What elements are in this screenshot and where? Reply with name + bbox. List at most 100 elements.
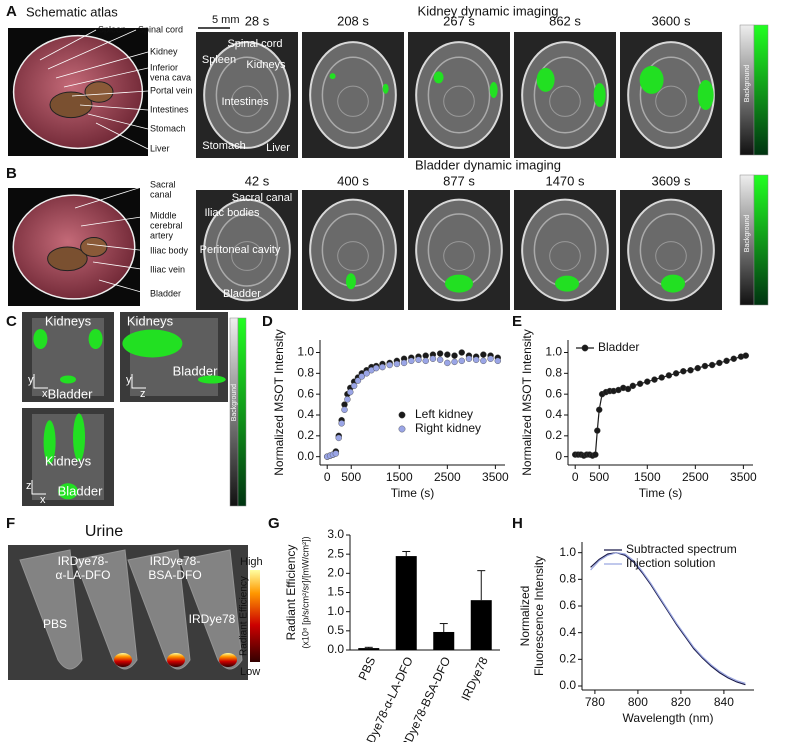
atlas-label: Liver (150, 143, 170, 153)
panel-label: F (6, 515, 15, 532)
data-point (408, 357, 415, 365)
heat-colorbar (250, 570, 260, 662)
data-point (596, 406, 603, 413)
leader-line (86, 243, 149, 252)
legend-label: Subtracted spectrum (626, 542, 737, 556)
axis-letter: x (40, 494, 46, 506)
legend-label: Bladder (598, 340, 639, 354)
y-tick-label: 1.0 (545, 345, 562, 359)
data-point (651, 376, 658, 383)
data-point (465, 355, 473, 362)
time-label: 28 s (245, 13, 270, 28)
tube-label: IRDye78- (58, 554, 109, 568)
image-label: Bladder (223, 288, 261, 300)
atlas-organ (84, 81, 114, 103)
colorbar-label: Background (744, 65, 751, 102)
x-axis-label: Wavelength (nm) (623, 711, 714, 725)
image-label: Sacral canal (232, 192, 293, 204)
leader-line (79, 104, 149, 111)
data-point (487, 355, 494, 362)
data-point (386, 361, 393, 369)
image-label: Iliac bodies (204, 207, 260, 219)
scale-title: Radiant Efficiency (239, 576, 250, 656)
data-point (472, 356, 480, 363)
data-point (687, 367, 694, 374)
axis-letter: z (140, 388, 146, 400)
data-point (680, 368, 687, 375)
scale-high: High (240, 556, 263, 568)
time-label: 267 s (443, 13, 475, 28)
panel-label: D (262, 313, 273, 330)
data-point (672, 370, 680, 377)
tube (179, 549, 243, 670)
bar (395, 556, 417, 650)
atlas-label: Kidney (150, 46, 178, 56)
leader-line (92, 261, 149, 271)
atlas-label: Middle (150, 210, 177, 220)
tube-label: α-LA-DFO (56, 568, 111, 582)
atlas-label: Intestines (150, 104, 189, 114)
atlas-label: Iliac body (150, 245, 189, 255)
x-tick-label: 780 (585, 695, 605, 709)
signal-blob (697, 80, 714, 110)
image-label: Spleen (202, 54, 236, 66)
msot-texture (427, 56, 491, 134)
signal-blob (661, 274, 686, 293)
data-point (594, 427, 601, 434)
series-line (575, 355, 746, 457)
y-axis-label: Normalized MSOT Intensity (272, 329, 286, 476)
colorbar-label: Background (744, 215, 751, 252)
time-label: 3609 s (651, 173, 691, 188)
atlas-label: Stomach (150, 123, 186, 133)
leader-line (74, 184, 149, 209)
data-point (363, 370, 370, 377)
data-point (480, 351, 487, 358)
data-point (344, 396, 351, 403)
x-tick-label: 800 (628, 695, 648, 709)
y-tick-label: 1.5 (327, 585, 344, 599)
signal-blob (382, 83, 389, 94)
signal-blob (555, 275, 580, 292)
tube-label: IRDye78 (189, 612, 236, 626)
y-tick-label: 2.5 (327, 546, 344, 560)
leader-line (95, 122, 149, 150)
atlas-label: vena cava (150, 72, 191, 82)
colorbar-green (753, 174, 769, 306)
legend-label: Left kidney (415, 407, 473, 421)
image-label: Intestines (221, 96, 269, 108)
data-point (354, 377, 362, 384)
panel-label: A (6, 3, 17, 20)
image-label: Kidneys (45, 453, 92, 468)
data-point (723, 357, 730, 365)
data-point (592, 451, 599, 458)
bar (358, 648, 380, 650)
atlas-label: Sacral (150, 179, 176, 189)
panel-label: C (6, 313, 17, 330)
colorbar-green (237, 317, 247, 507)
msot-texture (215, 56, 279, 134)
legend-marker (398, 411, 406, 419)
y-tick-label: 0.6 (545, 386, 562, 400)
image-label: Spinal cord (227, 38, 282, 50)
x-tick-label: 500 (589, 470, 609, 484)
signal-blob (58, 483, 78, 500)
y-axis-label: Normalized MSOT Intensity (520, 329, 534, 476)
bar (433, 631, 455, 650)
data-point (658, 374, 665, 381)
tube-label: IRDye78- (150, 554, 201, 568)
legend-label: Right kidney (415, 421, 481, 435)
data-point (444, 351, 451, 358)
data-point (742, 352, 749, 359)
data-point (429, 355, 437, 362)
atlas-label: cerebral (150, 220, 183, 230)
y-tick-label: 0.8 (559, 572, 576, 586)
msot-texture (130, 318, 218, 396)
y-tick-label: 0.2 (559, 652, 576, 666)
y-tick-label: 0.2 (545, 428, 562, 442)
data-point (422, 357, 429, 365)
image-label: Peritoneal cavity (200, 244, 281, 256)
image-label: Kidneys (45, 313, 92, 328)
y-tick-label: 0 (555, 449, 562, 463)
leader-line (47, 29, 137, 70)
x-tick-label: IRDye78 (458, 654, 491, 703)
